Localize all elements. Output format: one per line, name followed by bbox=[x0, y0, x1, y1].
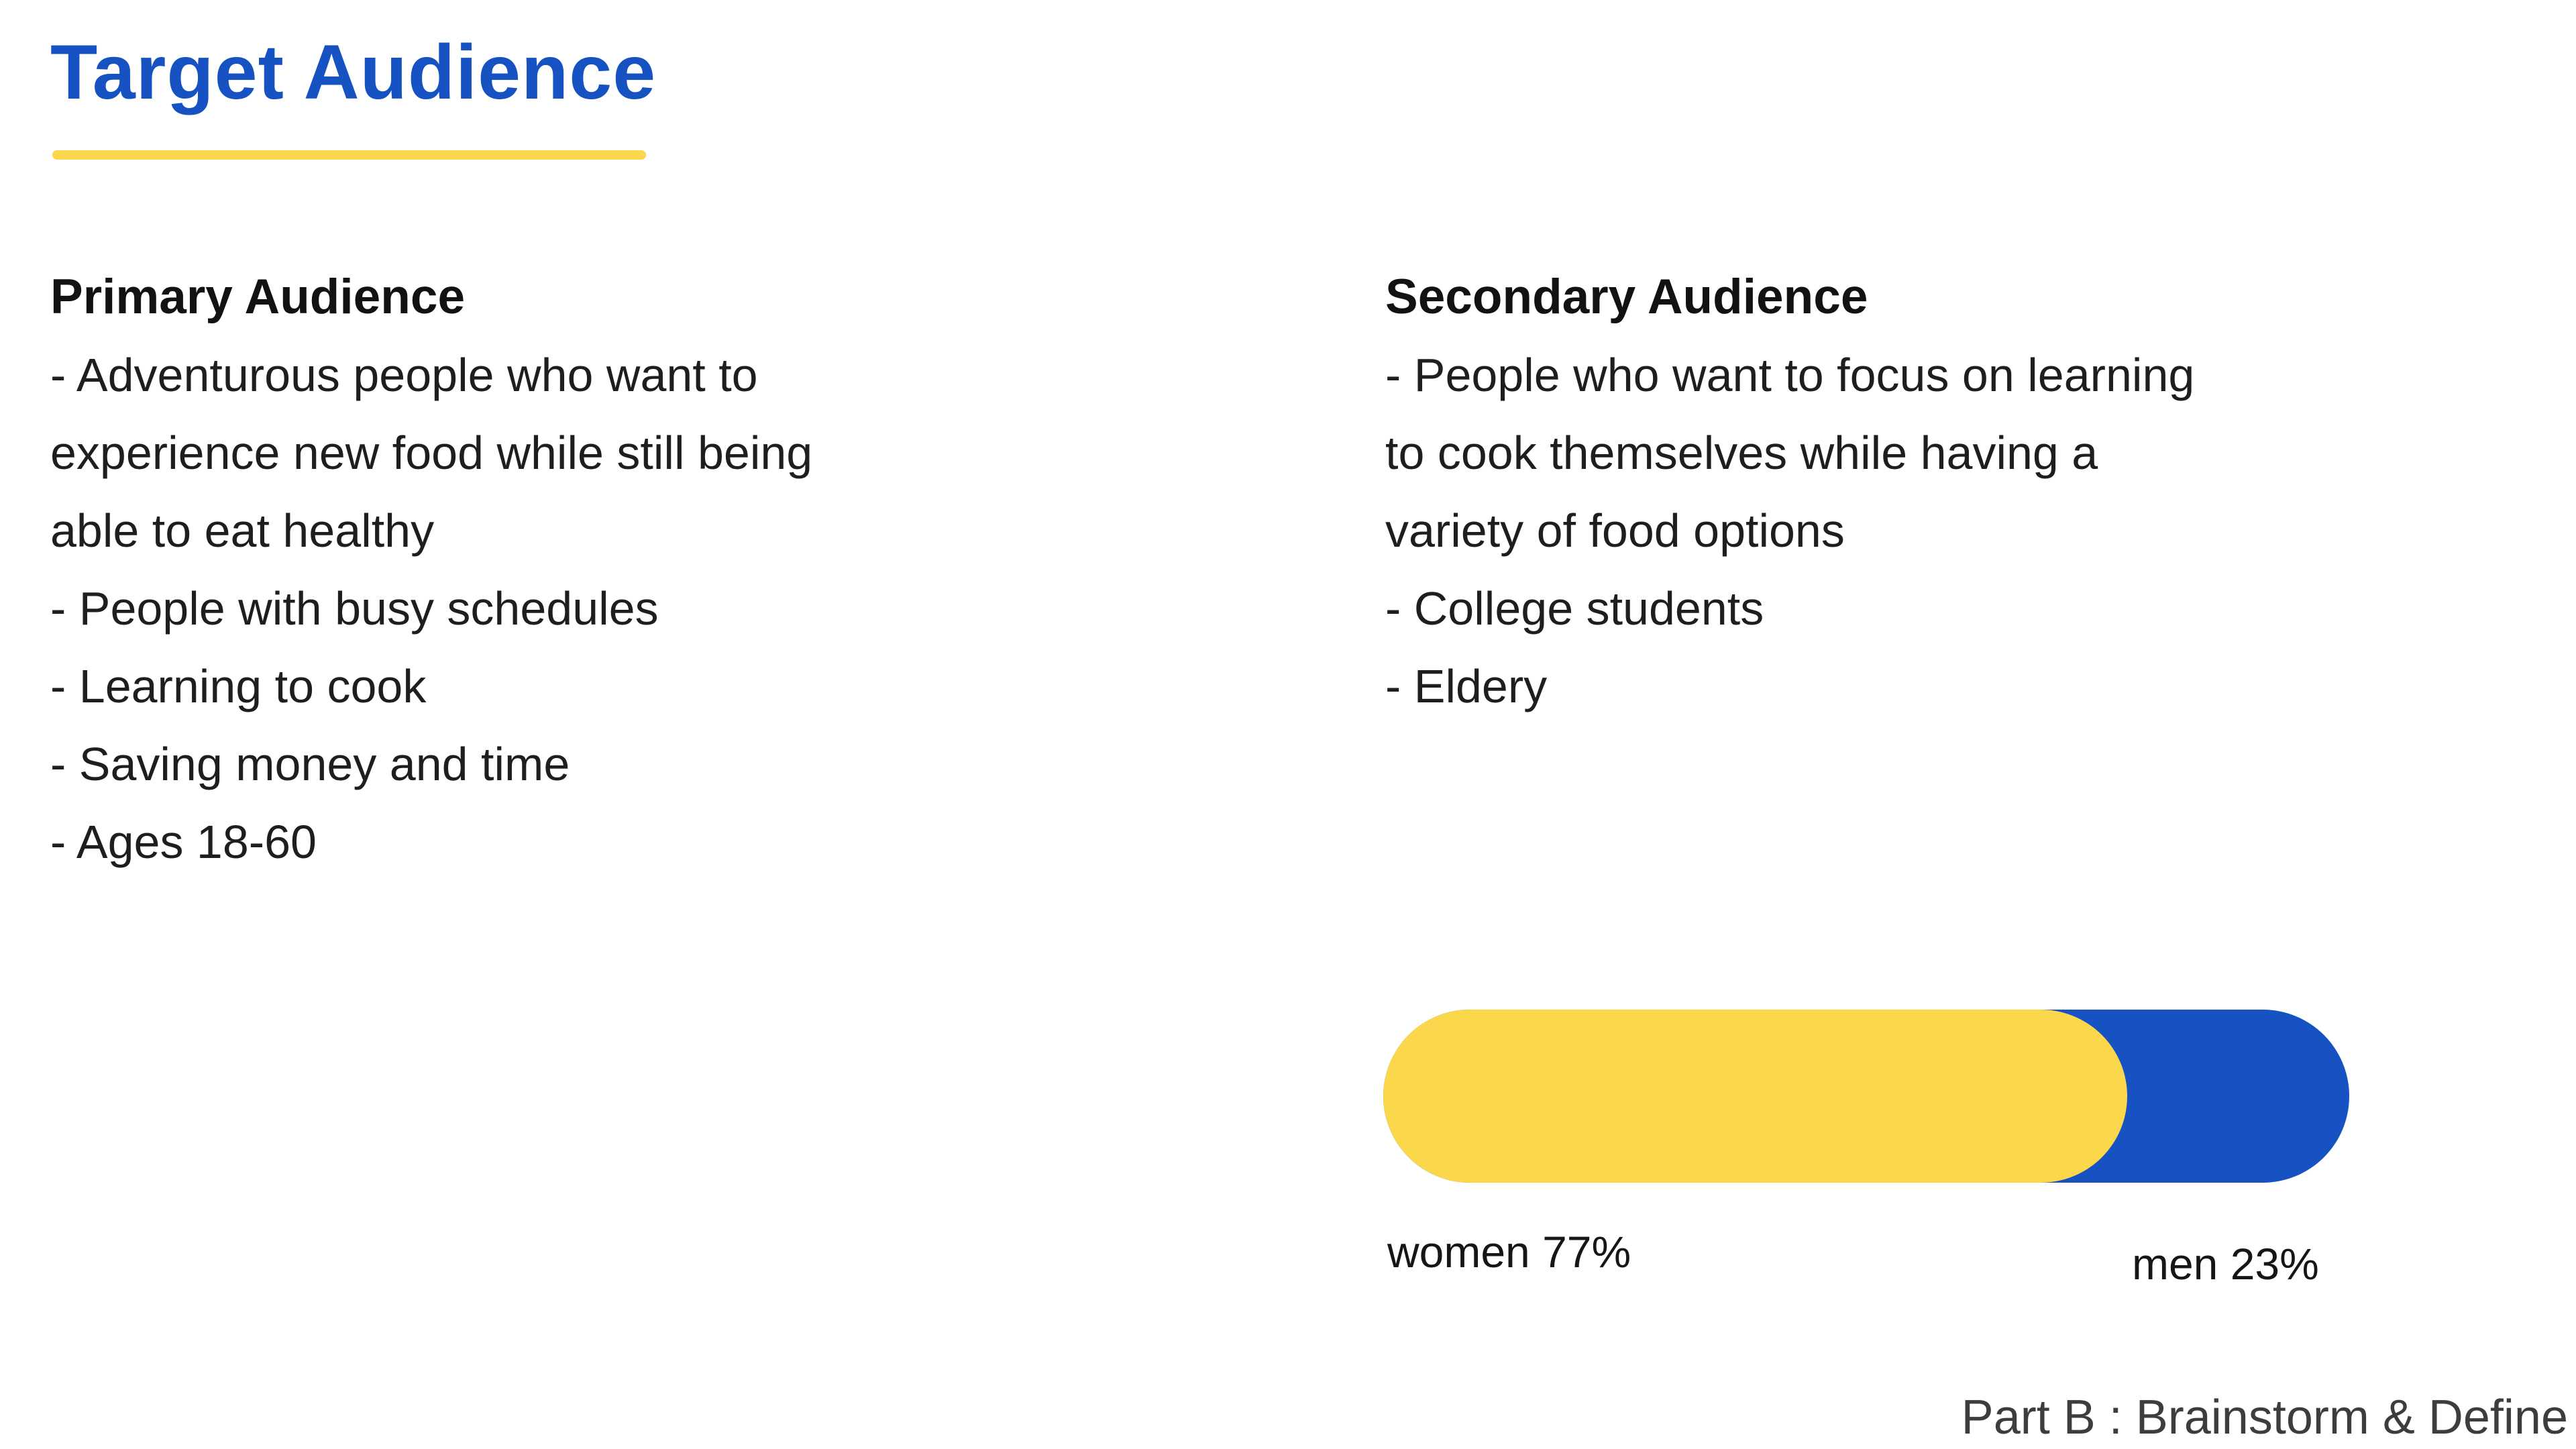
page-title: Target Audience bbox=[50, 30, 657, 115]
primary-audience-heading: Primary Audience bbox=[50, 270, 466, 324]
primary-audience-section: Primary Audience - Adventurous people wh… bbox=[50, 258, 1191, 881]
bar-label-men: men 23% bbox=[2132, 1239, 2319, 1289]
secondary-audience-section: Secondary Audience - People who want to … bbox=[1385, 258, 2566, 725]
bullet-line: to cook themselves while having a bbox=[1385, 427, 2098, 479]
bullet-line: - Saving money and time bbox=[50, 738, 570, 790]
secondary-audience-heading: Secondary Audience bbox=[1385, 270, 1868, 324]
bullet-line: able to eat healthy bbox=[50, 504, 435, 557]
bullet-line: experience new food while still being bbox=[50, 427, 813, 479]
bullet-line: - Learning to cook bbox=[50, 660, 427, 712]
bullet-line: - People who want to focus on learning bbox=[1385, 349, 2195, 401]
bullet-line: - Adventurous people who want to bbox=[50, 349, 758, 401]
bullet-line: variety of food options bbox=[1385, 504, 1845, 557]
bullet-line: - Eldery bbox=[1385, 660, 1548, 712]
bullet-line: - Ages 18-60 bbox=[50, 816, 317, 868]
title-underline-accent bbox=[52, 150, 646, 160]
bullet-line: - People with busy schedules bbox=[50, 582, 659, 635]
footer-text: Part B : Brainstorm & Define bbox=[1961, 1391, 2568, 1444]
gender-split-bar bbox=[1383, 1010, 2349, 1183]
bar-women-segment bbox=[1383, 1010, 2127, 1183]
bar-label-women: women 77% bbox=[1387, 1227, 1631, 1277]
bullet-line: - College students bbox=[1385, 582, 1764, 635]
